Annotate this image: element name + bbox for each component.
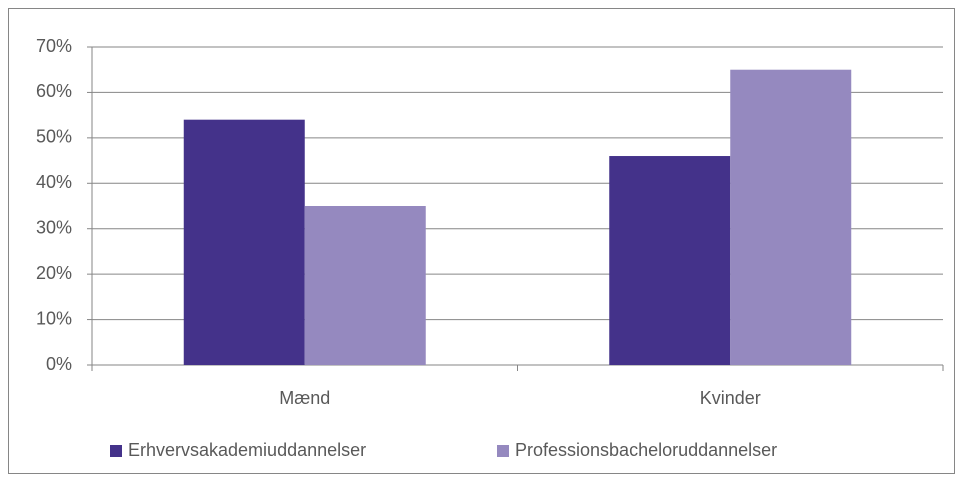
legend-label: Erhvervsakademiuddannelser: [128, 440, 366, 460]
legend-swatch: [497, 445, 509, 457]
bar: [183, 119, 305, 365]
bar: [304, 206, 426, 365]
legend-label: Professionsbacheloruddannelser: [515, 440, 777, 460]
y-tick-label: 60%: [36, 81, 72, 101]
y-tick-label: 30%: [36, 217, 72, 237]
y-tick-label: 70%: [36, 36, 72, 56]
bar: [609, 156, 731, 365]
y-tick-label: 0%: [46, 354, 72, 374]
bar: [730, 69, 852, 365]
x-tick-label: Mænd: [279, 388, 330, 408]
y-tick-label: 10%: [36, 308, 72, 328]
y-tick-label: 40%: [36, 172, 72, 192]
y-tick-label: 20%: [36, 263, 72, 283]
legend-swatch: [110, 445, 122, 457]
y-tick-label: 50%: [36, 127, 72, 147]
x-tick-label: Kvinder: [700, 388, 761, 408]
